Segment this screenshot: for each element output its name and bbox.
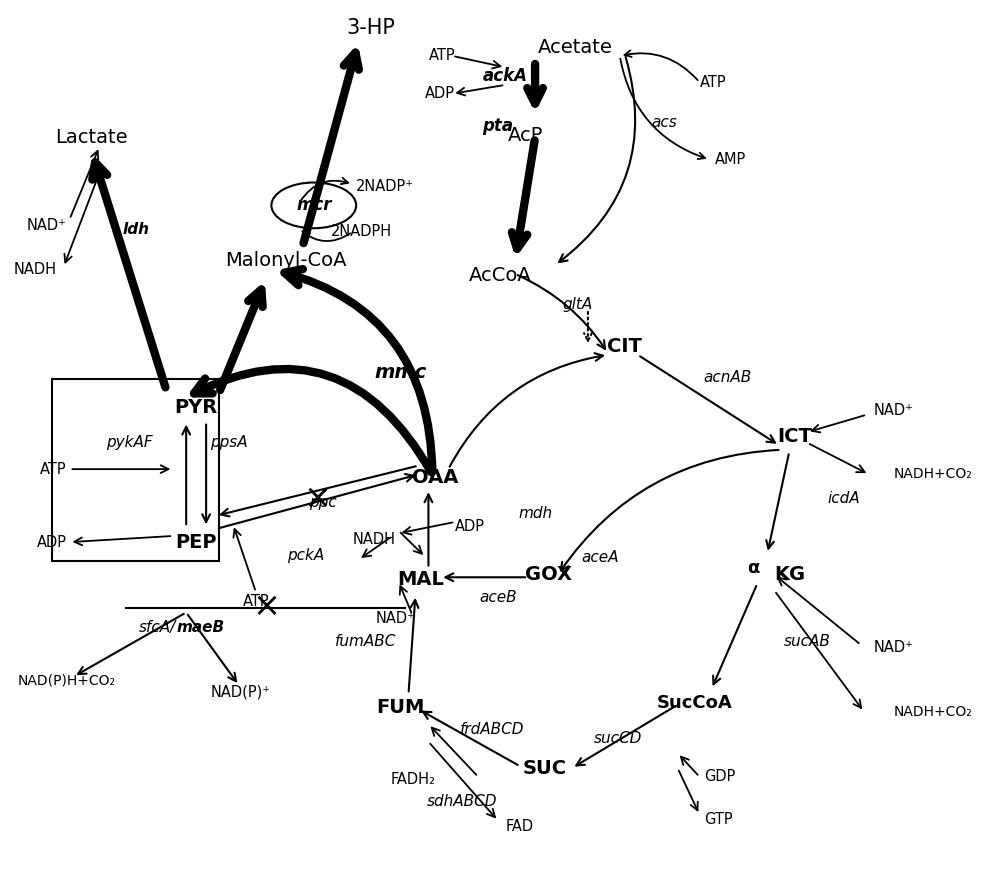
Text: AcCoA: AcCoA bbox=[469, 266, 532, 285]
Text: NAD(P)H+CO₂: NAD(P)H+CO₂ bbox=[18, 673, 116, 687]
Text: NAD⁺: NAD⁺ bbox=[874, 640, 914, 655]
Text: FADH₂: FADH₂ bbox=[390, 772, 435, 787]
Text: NADH: NADH bbox=[353, 532, 396, 547]
Text: OAA: OAA bbox=[412, 468, 459, 488]
Text: ATP: ATP bbox=[700, 75, 726, 90]
Text: ATP: ATP bbox=[40, 461, 67, 476]
Text: ×: × bbox=[252, 590, 280, 623]
Text: AcP: AcP bbox=[507, 125, 543, 145]
Text: ldh: ldh bbox=[123, 222, 150, 237]
Text: KG: KG bbox=[774, 565, 805, 584]
Text: 3-HP: 3-HP bbox=[346, 18, 395, 38]
Text: ICT: ICT bbox=[777, 427, 812, 446]
Text: AMP: AMP bbox=[715, 153, 746, 168]
Text: Lactate: Lactate bbox=[55, 128, 128, 147]
Text: aceA: aceA bbox=[581, 549, 619, 564]
Text: NAD⁺: NAD⁺ bbox=[874, 403, 914, 418]
Text: ATP: ATP bbox=[243, 594, 269, 609]
Text: MAL: MAL bbox=[397, 571, 444, 589]
Text: sdhABCD: sdhABCD bbox=[427, 794, 498, 809]
Text: acnAB: acnAB bbox=[703, 370, 752, 385]
Text: frdABCD: frdABCD bbox=[460, 721, 524, 736]
Text: SucCoA: SucCoA bbox=[657, 694, 732, 712]
Text: GDP: GDP bbox=[705, 769, 736, 784]
Text: ackA: ackA bbox=[483, 67, 528, 86]
Text: NAD⁺: NAD⁺ bbox=[27, 218, 67, 233]
Text: NADH+CO₂: NADH+CO₂ bbox=[894, 467, 973, 482]
Text: α: α bbox=[747, 559, 759, 578]
Text: CIT: CIT bbox=[607, 337, 642, 355]
Text: NADH+CO₂: NADH+CO₂ bbox=[894, 705, 973, 719]
Text: sucCD: sucCD bbox=[594, 730, 642, 745]
Text: FUM: FUM bbox=[376, 698, 425, 717]
Text: SUC: SUC bbox=[523, 759, 567, 779]
Text: 2NADPH: 2NADPH bbox=[331, 224, 392, 239]
Text: mdh: mdh bbox=[518, 505, 552, 520]
Text: NAD(P)⁺: NAD(P)⁺ bbox=[211, 684, 271, 699]
Text: GTP: GTP bbox=[705, 811, 733, 826]
Text: mcr: mcr bbox=[296, 197, 332, 214]
Text: sfcA/: sfcA/ bbox=[139, 620, 176, 635]
Text: aceB: aceB bbox=[479, 590, 517, 605]
Text: ADP: ADP bbox=[425, 86, 455, 101]
Text: Malonyl-CoA: Malonyl-CoA bbox=[225, 251, 347, 270]
Text: sucAB: sucAB bbox=[784, 634, 831, 649]
Text: 2NADP⁺: 2NADP⁺ bbox=[356, 178, 414, 193]
Text: FAD: FAD bbox=[505, 818, 533, 833]
Text: ATP: ATP bbox=[429, 49, 455, 64]
Text: maeB: maeB bbox=[176, 620, 224, 635]
Text: mmc: mmc bbox=[374, 363, 427, 382]
Text: pta: pta bbox=[483, 117, 514, 135]
Text: PYR: PYR bbox=[175, 398, 218, 417]
Text: ppc: ppc bbox=[309, 495, 337, 510]
Text: ADP: ADP bbox=[37, 534, 67, 549]
Text: pykAF: pykAF bbox=[106, 435, 153, 450]
Text: PEP: PEP bbox=[175, 533, 217, 551]
Text: icdA: icdA bbox=[828, 490, 860, 505]
Text: NAD⁺: NAD⁺ bbox=[376, 611, 415, 626]
Text: NADH: NADH bbox=[14, 262, 57, 277]
Text: gltA: gltA bbox=[563, 297, 593, 312]
Text: fumABC: fumABC bbox=[335, 634, 396, 649]
Text: pckA: pckA bbox=[287, 548, 324, 563]
Text: GOX: GOX bbox=[525, 565, 572, 584]
Text: acs: acs bbox=[652, 116, 678, 131]
Text: Acetate: Acetate bbox=[538, 38, 612, 56]
Text: ppsA: ppsA bbox=[210, 435, 248, 450]
Text: ADP: ADP bbox=[455, 519, 485, 534]
Text: ×: × bbox=[304, 482, 332, 515]
